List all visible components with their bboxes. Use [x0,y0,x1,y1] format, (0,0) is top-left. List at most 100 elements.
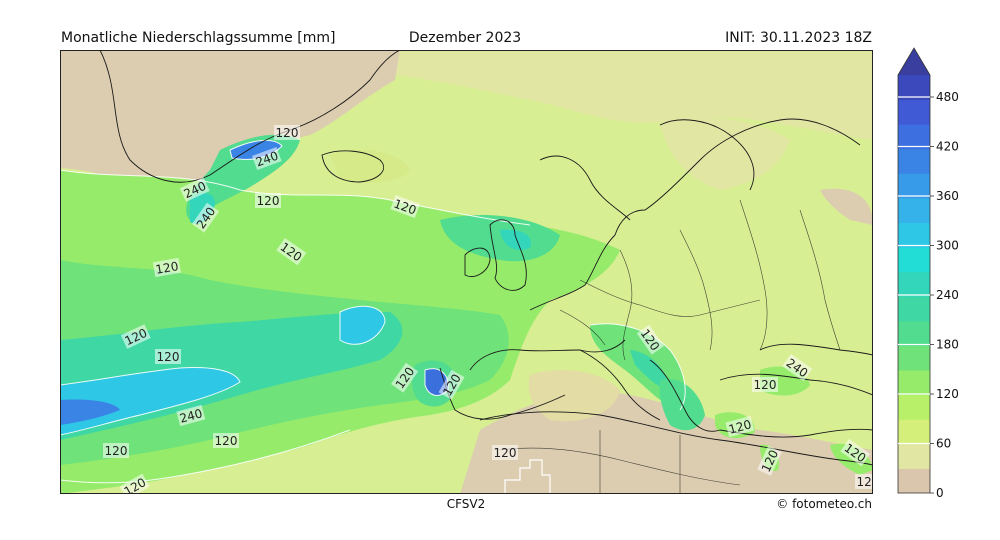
colorbar-band [898,148,930,174]
contour-label-text: 120 [857,475,873,489]
border-line-africa [499,447,741,486]
finland-coast [659,119,755,191]
britain-coast [489,219,527,291]
contour-240-patch [339,305,386,345]
contour-label: 120 [255,193,281,208]
ireland-coast [464,247,491,277]
contour-label-text: 120 [155,259,180,277]
colorbar-band [898,443,930,469]
colorbar-extend-max [898,48,930,75]
contour-label-text: 240 [178,406,204,425]
colorbar-tick-label: 240 [936,288,959,302]
colorbar-tick-label: 360 [936,189,959,203]
contour-label-background [855,474,873,489]
contour-240-greenland [229,140,283,160]
contour-label-background [636,324,665,355]
colorbar-band [898,247,930,273]
colorbar-band [898,222,930,248]
map-title: Monatliche Niederschlagssumme [mm] [61,30,336,46]
turkey-south-coast [719,428,873,438]
contour-label-background [840,438,871,467]
colorbar-band [898,419,930,445]
iceland-area [330,150,410,183]
contour-label: 120 [855,474,873,489]
contour-label-background [176,404,206,427]
east-dry-area [820,188,873,225]
colorbar: 0 60 120 180 240 300 360 420 480 [897,47,959,500]
model-name: CFSV2 [446,497,486,511]
contour-label-text: 120 [754,378,777,392]
norway-coast [539,155,631,221]
contour-label-background [179,177,210,202]
colorbar-tick-label: 120 [936,387,959,401]
contour-label: 120 [725,415,755,438]
colorbar-tick-label: 300 [936,239,959,253]
contour-label-background [255,193,281,208]
colorbar-band [898,370,930,396]
contour-label-text: 120 [727,417,753,436]
contour-label-background [390,195,420,219]
contour-label-background [276,237,307,266]
low-precip-north [360,50,873,140]
map-frame [60,50,873,494]
north-sea-core [500,229,531,250]
colorbar-tick-label: 480 [936,90,959,104]
contour-label-background [155,349,181,364]
border-line-c [679,229,713,351]
contour-label-text: 120 [257,194,280,208]
contour-label-background [390,362,419,393]
colorbar-band [898,197,930,224]
iberia-low-area [528,370,620,422]
contour-label: 120 [103,443,129,458]
contour-label: 120 [152,257,182,278]
contour-label-background [191,202,220,233]
coastlines [99,50,873,466]
contour-label-background [492,445,518,460]
greenland-coast [99,50,401,183]
contour-label: 120 [752,377,778,392]
contour-120-north [60,169,531,226]
italy-coast [579,349,661,421]
colorbar-band [898,345,930,371]
border-line-a [579,279,761,317]
contour-label-background [274,125,300,140]
contour-label-background [757,445,782,476]
colorbar-tick-label: 420 [936,140,959,154]
contour-label-text: 120 [157,350,180,364]
colorbar-ticks: 0 60 120 180 240 300 360 420 480 [898,90,959,500]
contour-label-text: 120 [105,444,128,458]
credit: © fotometeo.ch [776,497,872,511]
contour-label-background [103,443,129,458]
contour-label: 120 [492,445,518,460]
country-borders [499,199,841,494]
continental-coast-north [529,118,861,311]
contour-label-background [782,353,813,382]
contour-120-adriatic [589,323,686,411]
colorbar-band [898,124,930,150]
colorbar-band [898,468,930,494]
colorbar-outline [897,47,931,494]
adriatic-core [630,350,670,389]
contour-240-atlantic [60,367,241,436]
colorbar-band [898,394,930,420]
colorbar-band [898,320,930,346]
colorbar-bands [897,47,931,494]
colorbar-band [898,271,930,297]
contour-label-text: 120 [494,446,517,460]
balkan-coast [649,359,721,432]
contour-label: 240 [176,404,206,427]
border-line-f [559,309,606,346]
colorbar-band [898,296,930,322]
contour-label: 120 [274,125,300,140]
iberia-north-coast [469,339,626,371]
contour-120-south [60,429,351,484]
colorbar-tick-label: 60 [936,437,951,451]
contour-label-text: 120 [276,126,299,140]
colorbar-tick-label: 180 [936,338,959,352]
colorbar-tick-label: 0 [936,486,944,500]
algeria-white-contour [504,459,551,494]
contour-label-background [752,377,778,392]
colorbar-band [898,75,930,101]
colorbar-band [898,99,930,125]
